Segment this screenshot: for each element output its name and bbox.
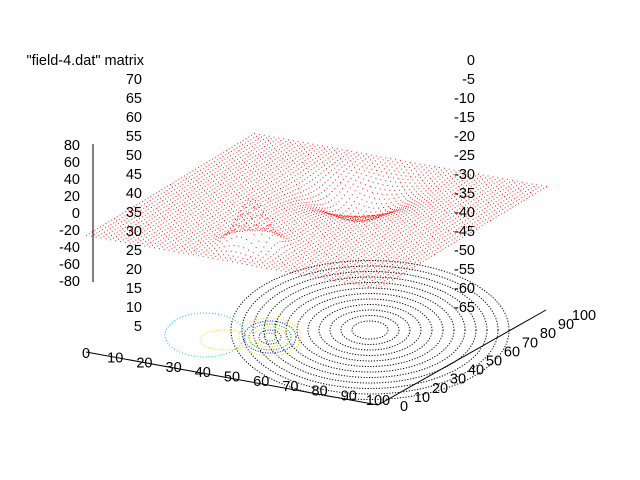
contour-line — [329, 309, 411, 351]
base-box — [85, 144, 547, 406]
contour-level-label: 70 — [126, 72, 142, 88]
z-tick-label: -60 — [59, 257, 80, 273]
contour-line — [307, 298, 433, 362]
y-tick-label: 50 — [486, 354, 502, 370]
y-tick-label: 0 — [400, 399, 408, 415]
contour-level-label-negative: -65 — [454, 300, 475, 316]
legend-title: "field-4.dat" matrix — [27, 53, 145, 69]
y-tick-label: 100 — [572, 308, 596, 324]
contour-level-label-negative: -50 — [454, 243, 475, 259]
x-tick-label: 30 — [166, 360, 182, 376]
contour-level-label: 40 — [126, 186, 142, 202]
x-tick-label: 100 — [366, 393, 390, 409]
y-tick-label: 60 — [504, 344, 520, 360]
contour-level-label-negative: -10 — [454, 91, 475, 107]
contour-line — [258, 329, 282, 345]
contour-level-label-negative: -20 — [454, 129, 475, 145]
x-tick-label: 50 — [224, 370, 240, 386]
z-tick-label: -80 — [59, 274, 80, 290]
y-tick-label: 70 — [522, 335, 538, 351]
contour-line — [253, 326, 287, 348]
contour-level-label: 5 — [134, 319, 142, 335]
x-tick-label: 0 — [82, 346, 90, 362]
contour-line — [285, 287, 455, 373]
contour-level-label-negative: -15 — [454, 110, 475, 126]
x-tick-label: 90 — [341, 388, 357, 404]
y-tick-label: 30 — [450, 372, 466, 388]
y-tick-label: 40 — [468, 363, 484, 379]
legend: "field-4.dat" matrix — [27, 53, 145, 69]
contour-level-label: 35 — [126, 205, 142, 221]
contour-level-label: 15 — [126, 281, 142, 297]
contour-line — [230, 260, 510, 400]
x-tick-label: 60 — [253, 374, 269, 390]
contour-line — [252, 271, 488, 389]
x-tick-label: 70 — [282, 379, 298, 395]
z-tick-label: -40 — [59, 240, 80, 256]
surface-points — [86, 133, 547, 289]
x-tick-label: 40 — [195, 365, 211, 381]
contour-level-label: 50 — [126, 148, 142, 164]
x-tick-label: 20 — [136, 355, 152, 371]
contour-line — [263, 332, 277, 342]
contour-line — [351, 320, 389, 340]
contour-line — [248, 323, 292, 351]
x-tick-label: 80 — [312, 384, 328, 400]
contour-level-label-negative: -30 — [454, 167, 475, 183]
contour-level-label: 10 — [126, 300, 142, 316]
contour-level-label: 55 — [126, 129, 142, 145]
contour-level-label-negative: -40 — [454, 205, 475, 221]
contour-line — [241, 265, 499, 395]
y-tick-label: 80 — [540, 326, 556, 342]
contour-level-label: 25 — [126, 243, 142, 259]
contour-level-label: 45 — [126, 167, 142, 183]
y-tick-label: 20 — [432, 381, 448, 397]
contour-level-label: 20 — [126, 262, 142, 278]
z-tick-label: -20 — [59, 223, 80, 239]
contour-line — [199, 329, 251, 351]
contour-line — [318, 304, 422, 356]
contour-line — [340, 315, 400, 345]
z-tick-label: 40 — [64, 172, 80, 188]
contour-level-label-negative: -60 — [454, 281, 475, 297]
y-tick-label: 10 — [414, 390, 430, 406]
z-tick-label: 60 — [64, 155, 80, 171]
y-tick-label: 90 — [558, 317, 574, 333]
contour-level-label-negative: 0 — [467, 53, 475, 69]
surface-mesh — [86, 133, 547, 289]
contour-line — [274, 282, 466, 378]
z-tick-label: 80 — [64, 138, 80, 154]
contour-level-label: 65 — [126, 91, 142, 107]
contour-level-label: 60 — [126, 110, 142, 126]
y-axis-line — [377, 309, 547, 406]
x-axis-line — [85, 351, 379, 406]
contour-level-label-negative: -55 — [454, 262, 475, 278]
x-tick-label: 10 — [107, 351, 123, 367]
contour-level-label-negative: -35 — [454, 186, 475, 202]
contour-level-label-negative: -25 — [454, 148, 475, 164]
contour-line — [238, 317, 302, 357]
contour-line — [243, 320, 297, 354]
z-tick-label: 0 — [72, 206, 80, 222]
contour-line — [296, 293, 444, 367]
contour-level-label-negative: -45 — [454, 224, 475, 240]
contour-level-label: 30 — [126, 224, 142, 240]
z-tick-label: 20 — [64, 189, 80, 205]
contour-level-label-negative: -5 — [462, 72, 475, 88]
contour-line — [263, 276, 477, 384]
contour-line — [164, 312, 246, 358]
base-contours — [164, 260, 510, 400]
